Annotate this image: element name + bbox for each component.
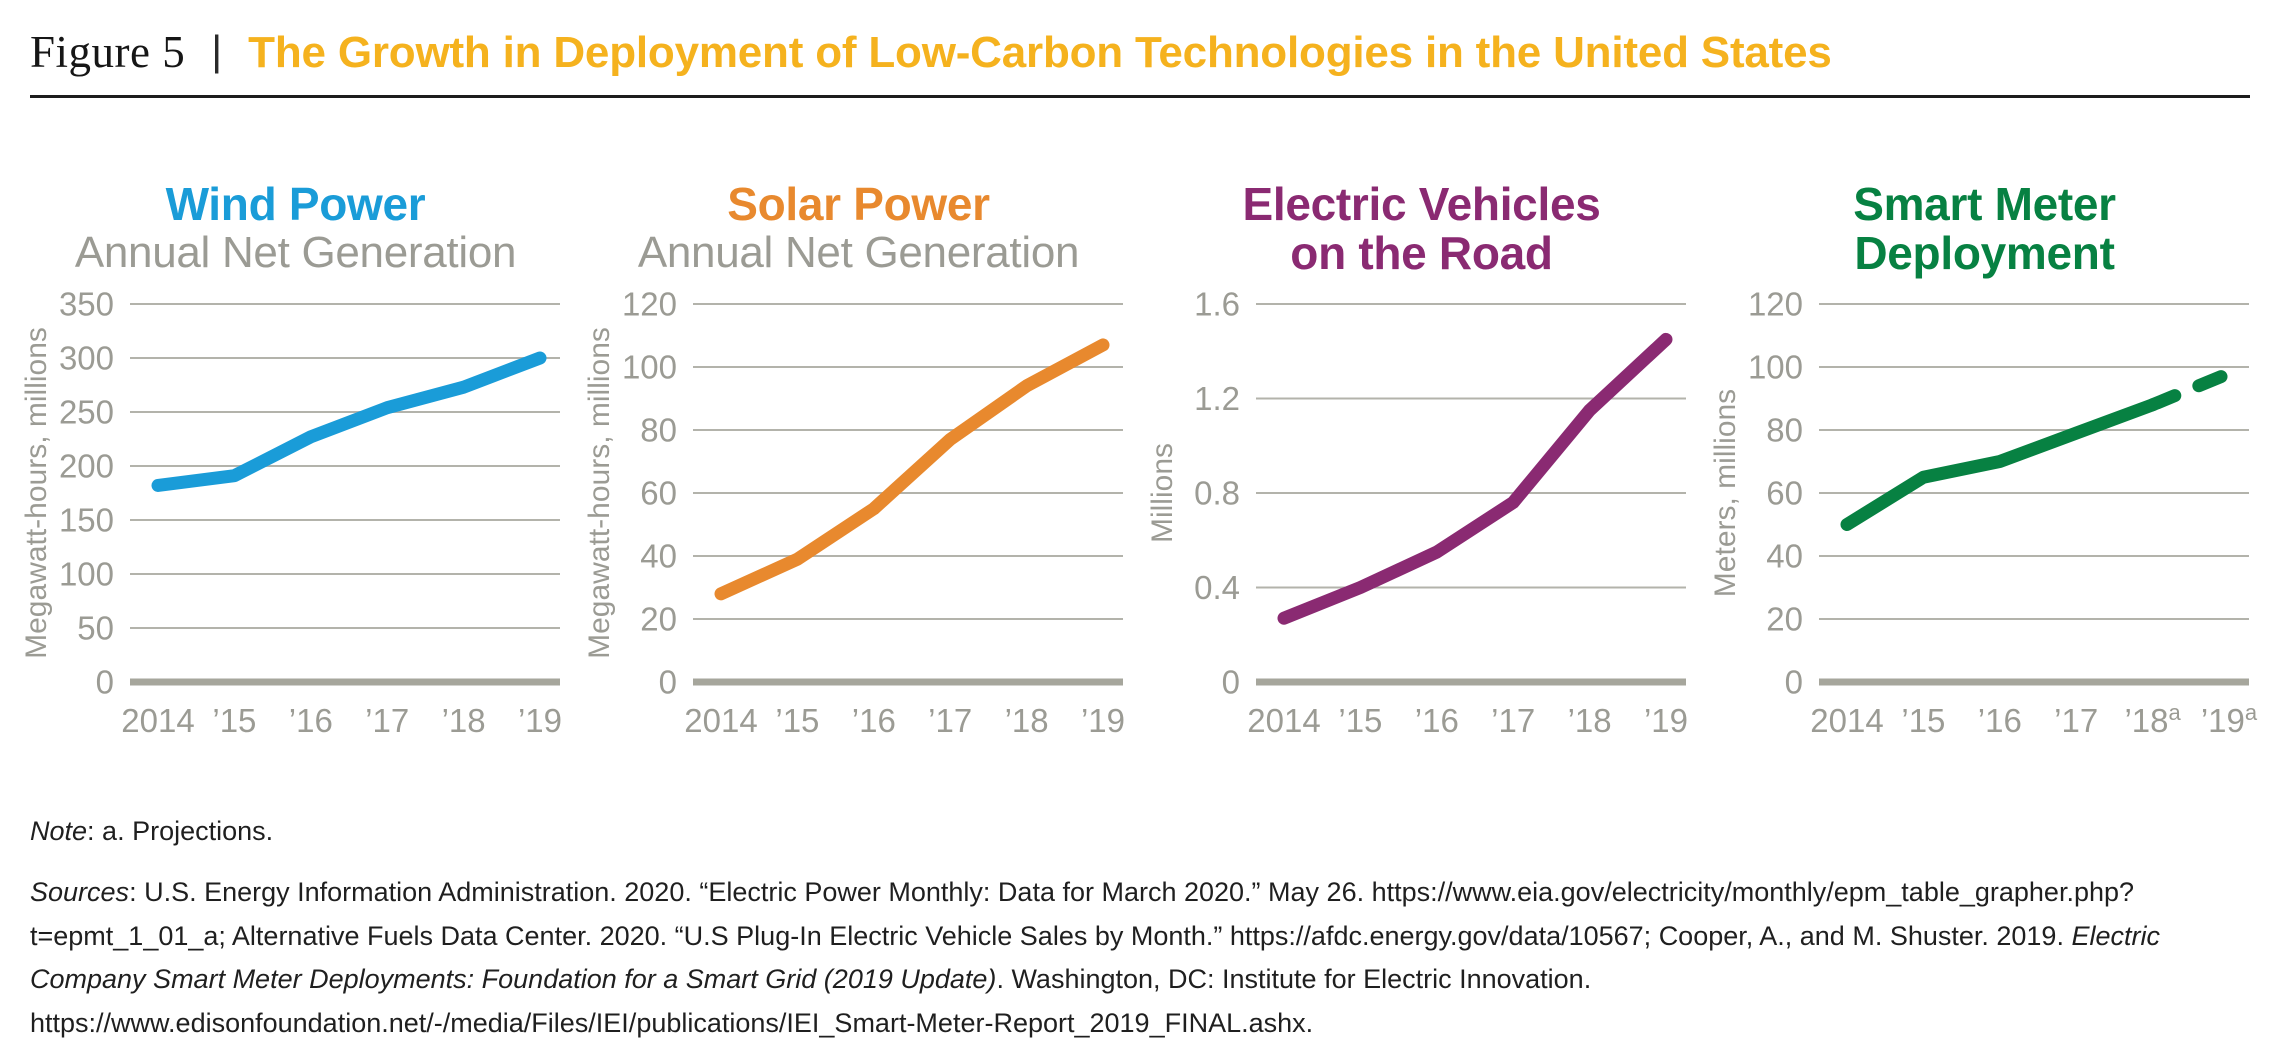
chart-card-solar-power: Solar Power Annual Net Generation 0 20 40 6… xyxy=(577,180,1140,752)
sources-segment: Sources xyxy=(30,877,130,907)
svg-text:’18: ’18 xyxy=(442,702,486,739)
svg-text:0: 0 xyxy=(659,664,677,701)
svg-text:100: 100 xyxy=(622,349,677,386)
svg-text:1.6: 1.6 xyxy=(1194,290,1240,323)
chart-card-smart-meter: Smart Meter Deployment 0 20 40 60 80 100 120 20… xyxy=(1703,180,2266,752)
figure-title: The Growth in Deployment of Low-Carbon T… xyxy=(248,28,1832,77)
svg-text:Megawatt-hours, millions: Megawatt-hours, millions xyxy=(583,327,616,659)
svg-text:0: 0 xyxy=(1785,664,1803,701)
note-body: : a. Projections. xyxy=(87,816,274,846)
svg-text:’16: ’16 xyxy=(852,702,896,739)
chart-subtitle-wind-power: Annual Net Generation xyxy=(74,227,517,277)
chart-subtitle-solar-power: Annual Net Generation xyxy=(637,227,1080,277)
svg-text:’17: ’17 xyxy=(365,702,409,739)
figure-separator: | xyxy=(211,27,223,74)
svg-text:’17: ’17 xyxy=(2054,702,2098,739)
svg-text:2014: 2014 xyxy=(684,702,757,739)
svg-text:0: 0 xyxy=(96,664,114,701)
svg-text:50: 50 xyxy=(77,610,114,647)
svg-text:’17: ’17 xyxy=(928,702,972,739)
svg-text:200: 200 xyxy=(59,448,114,485)
svg-text:’15: ’15 xyxy=(212,702,256,739)
svg-text:0: 0 xyxy=(1222,664,1240,701)
svg-text:0.4: 0.4 xyxy=(1194,569,1240,606)
smart-meter-line-chart: 0 20 40 60 80 100 120 2014 ’15 ’16 ’17 ’18a ’19a Mete… xyxy=(1709,290,2258,739)
svg-text:’17: ’17 xyxy=(1491,702,1535,739)
sources-segment: Electric Company Smart Meter Deployments… xyxy=(30,920,2160,995)
svg-text:250: 250 xyxy=(59,394,114,431)
svg-text:40: 40 xyxy=(1766,538,1803,575)
svg-text:350: 350 xyxy=(59,290,114,323)
title-rule xyxy=(30,95,2250,98)
chart-head: Wind Power Annual Net Generation xyxy=(14,180,577,286)
svg-text:’15: ’15 xyxy=(1901,702,1945,739)
chart-head: Electric Vehicles on the Road xyxy=(1140,180,1703,286)
svg-text:20: 20 xyxy=(1766,601,1803,638)
svg-text:80: 80 xyxy=(1766,412,1803,449)
chart-title-electric-vehicles: Electric Vehicles on the Road xyxy=(1242,178,1601,279)
svg-text:Megawatt-hours, millions: Megawatt-hours, millions xyxy=(20,327,53,659)
svg-text:Meters, millions: Meters, millions xyxy=(1709,389,1742,597)
note-label: Note xyxy=(30,816,88,846)
chart-title-solar-power: Solar Power xyxy=(727,178,990,230)
svg-text:’18: ’18 xyxy=(1568,702,1612,739)
svg-text:150: 150 xyxy=(59,502,114,539)
chart-title-wind-power: Wind Power xyxy=(165,178,426,230)
chart-head: Smart Meter Deployment xyxy=(1703,180,2266,286)
charts-row: Wind Power Annual Net Generation 0 50 100 1… xyxy=(14,180,2266,752)
svg-text:80: 80 xyxy=(640,412,677,449)
svg-text:0.8: 0.8 xyxy=(1194,475,1240,512)
svg-text:100: 100 xyxy=(1748,349,1803,386)
figure-header: Figure 5 | The Growth in Deployment of L… xyxy=(0,0,2280,78)
sources-segment: : U.S. Energy Information Administration… xyxy=(30,877,2135,951)
svg-text:120: 120 xyxy=(1748,290,1803,323)
solar-power-line-chart: 0 20 40 60 80 100 120 2014 ’15 ’16 ’17 ’18 ’19 Megawa… xyxy=(583,290,1125,739)
svg-text:’18: ’18 xyxy=(1005,702,1049,739)
svg-text:120: 120 xyxy=(622,290,677,323)
svg-text:300: 300 xyxy=(59,340,114,377)
chart-head: Solar Power Annual Net Generation xyxy=(577,180,1140,286)
svg-text:’15: ’15 xyxy=(775,702,819,739)
sources-text: Sources: U.S. Energy Information Adminis… xyxy=(30,871,2250,1046)
note-text: Note: a. Projections. xyxy=(30,816,2250,847)
svg-text:’19a: ’19a xyxy=(2201,700,2258,739)
svg-text:’16: ’16 xyxy=(1415,702,1459,739)
svg-text:2014: 2014 xyxy=(1810,702,1883,739)
svg-text:’19: ’19 xyxy=(1644,702,1688,739)
chart-title-smart-meter: Smart Meter Deployment xyxy=(1853,178,2116,279)
svg-text:40: 40 xyxy=(640,538,677,575)
svg-text:100: 100 xyxy=(59,556,114,593)
wind-power-line-chart: 0 50 100 150 200 250 300 350 2014 ’15 ’16 ’17 ’18 ’19… xyxy=(20,290,562,739)
svg-text:20: 20 xyxy=(640,601,677,638)
figure-label: Figure 5 xyxy=(30,27,186,77)
svg-text:’16: ’16 xyxy=(1978,702,2022,739)
svg-text:60: 60 xyxy=(1766,475,1803,512)
svg-text:’19: ’19 xyxy=(1081,702,1125,739)
svg-text:Millions: Millions xyxy=(1146,443,1179,543)
svg-text:1.2: 1.2 xyxy=(1194,380,1240,417)
svg-text:’19: ’19 xyxy=(518,702,562,739)
svg-text:’18a: ’18a xyxy=(2124,700,2181,739)
svg-text:2014: 2014 xyxy=(1247,702,1320,739)
sources-segment: . Washington, DC: Institute for Electric… xyxy=(30,964,1592,1039)
electric-vehicles-line-chart: 0 0.4 0.8 1.2 1.6 2014 ’15 ’16 ’17 ’18 ’19 Millions xyxy=(1146,290,1688,739)
chart-card-electric-vehicles: Electric Vehicles on the Road 0 0.4 0.8 1.2… xyxy=(1140,180,1703,752)
svg-text:’15: ’15 xyxy=(1338,702,1382,739)
svg-text:’16: ’16 xyxy=(289,702,333,739)
svg-text:60: 60 xyxy=(640,475,677,512)
svg-text:2014: 2014 xyxy=(121,702,194,739)
chart-card-wind-power: Wind Power Annual Net Generation 0 50 100 1… xyxy=(14,180,577,752)
